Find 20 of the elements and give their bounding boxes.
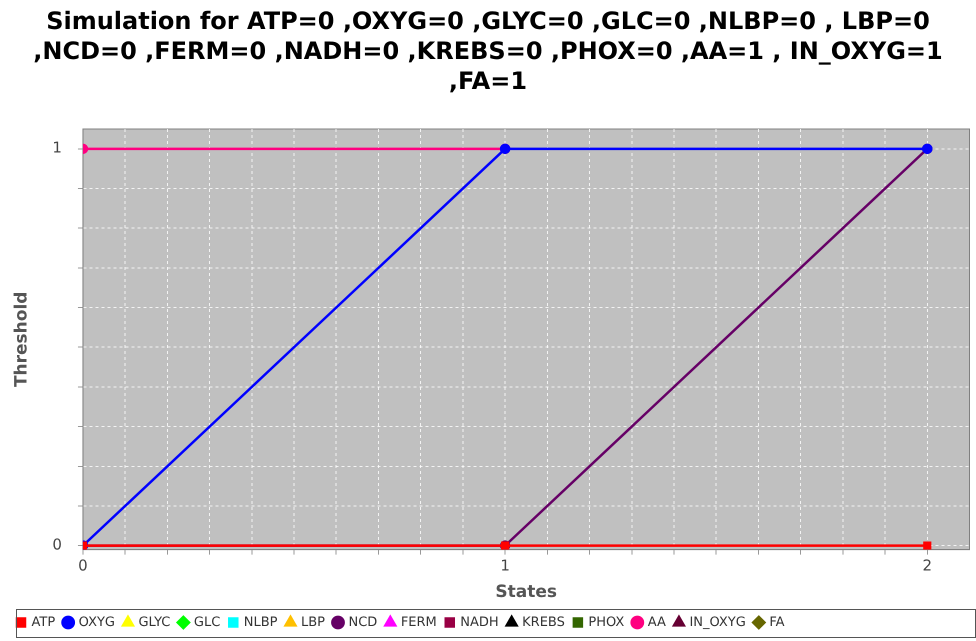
x-tick-label: 0 [78, 556, 88, 574]
legend-label: GLC [194, 614, 220, 630]
x-tick-label: 2 [922, 556, 932, 574]
legend-label: OXYG [78, 614, 115, 630]
chart-title: Simulation for ATP=0 ,OXYG=0 ,GLYC=0 ,GLC=0 ,NLBP=0 , LBP=0 ,NCD=0 ,FERM=0 ,NADH=0 ,KREBS=0 ,PHOX=0 ,AA=1 , IN_OXYG=1 ,FA=1 [32, 6, 944, 97]
x-tick-label: 1 [500, 556, 510, 574]
legend-label: LBP [301, 614, 326, 630]
legend-label: KREBS [522, 614, 565, 630]
legend-label: NADH [460, 614, 499, 630]
legend-label: PHOX [588, 614, 624, 630]
legend-label: FERM [400, 614, 437, 630]
legend-label: GLYC [138, 614, 170, 630]
y-axis-title: Threshold [12, 292, 32, 388]
legend-label: FA [769, 614, 785, 630]
legend-label: NLBP [244, 614, 278, 630]
legend-label: AA [648, 614, 666, 630]
x-axis-title: States [495, 582, 558, 602]
legend-label: NCD [348, 614, 378, 630]
legend-label: ATP [32, 614, 56, 630]
legend-label: IN_OXYG [689, 614, 746, 630]
